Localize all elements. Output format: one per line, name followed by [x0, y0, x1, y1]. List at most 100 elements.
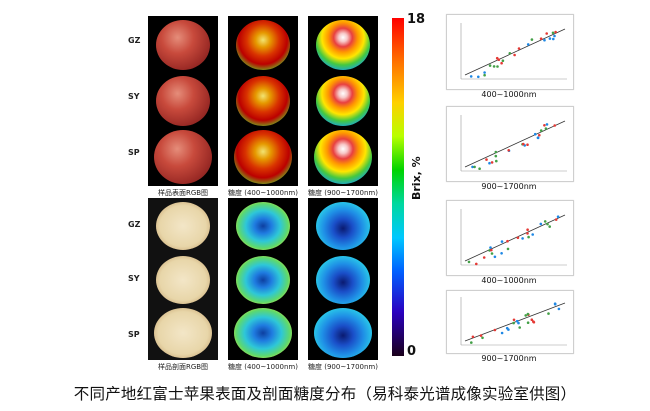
- scatter-point: [548, 225, 551, 228]
- scatter-point: [512, 321, 515, 325]
- scatter-point: [557, 307, 561, 311]
- scatter-point: [530, 38, 534, 41]
- scatter-point: [473, 165, 476, 169]
- rgb-surface-panel: [148, 16, 218, 186]
- scatter-point: [515, 319, 519, 323]
- row-label-gz-top: GZ: [128, 36, 141, 45]
- scatter-point: [551, 31, 555, 35]
- colorbar-max-label: 18: [407, 12, 426, 27]
- scatter-point: [526, 228, 529, 231]
- hsi-surface-900-panel: [308, 16, 378, 186]
- hsi-surface-900-sy: [316, 76, 370, 126]
- caption-rgb-section: 样品剖面RGB图: [157, 363, 209, 371]
- scatter-point: [492, 65, 496, 68]
- row-label-gz-bottom: GZ: [128, 220, 141, 229]
- scatter-point: [471, 335, 475, 339]
- scatter-point: [488, 161, 491, 165]
- apple-surface-sp: [154, 130, 212, 184]
- scatter-point: [477, 75, 480, 79]
- caption-surface-900: 糖度 (900~1700nm): [308, 189, 378, 197]
- scatter-point: [522, 142, 525, 146]
- caption-surface-400: 糖度 (400~1000nm): [228, 189, 298, 197]
- row-label-sy-bottom: SY: [128, 274, 140, 283]
- scatter-point: [526, 232, 529, 235]
- scatter-point: [556, 215, 560, 218]
- scatter-point: [554, 30, 557, 34]
- scatter-point: [543, 220, 547, 223]
- chart-caption-2: 900~1700nm: [481, 182, 537, 191]
- scatter-point: [545, 123, 549, 126]
- scatter-chart-1-svg: [460, 23, 567, 80]
- scatter-chart-4: [446, 290, 574, 354]
- hsi-section-900-gz: [316, 202, 370, 250]
- scatter-point: [539, 222, 543, 226]
- scatter-point: [467, 260, 471, 264]
- hsi-section-900-sy: [316, 256, 370, 304]
- hsi-section-900-sp: [314, 308, 372, 358]
- hsi-section-400-panel: [228, 198, 298, 360]
- colorbar: [392, 18, 404, 356]
- scatter-point: [524, 314, 527, 317]
- figure-caption: 不同产地红富士苹果表面及剖面糖度分布（易科泰光谱成像实验室供图）: [73, 385, 577, 403]
- scatter-point: [508, 52, 512, 55]
- scatter-point: [479, 334, 483, 337]
- scatter-point: [517, 47, 521, 50]
- scatter-chart-3-svg: [460, 209, 567, 266]
- hsi-surface-900-gz: [316, 20, 370, 70]
- hsi-section-900-panel: [308, 198, 378, 360]
- scatter-point: [494, 150, 498, 154]
- scatter-point: [531, 233, 534, 236]
- scatter-point: [546, 222, 549, 226]
- scatter-point: [500, 61, 503, 65]
- scatter-chart-4-svg: [460, 297, 567, 346]
- scatter-point: [500, 240, 504, 243]
- scatter-point: [553, 302, 557, 306]
- scatter-point: [506, 247, 510, 251]
- scatter-point: [500, 252, 503, 255]
- scatter-point: [475, 262, 478, 266]
- scatter-point: [532, 320, 535, 323]
- scatter-point: [526, 321, 530, 324]
- scatter-point: [505, 326, 509, 330]
- hsi-section-400-sp: [234, 308, 292, 358]
- colorbar-min-label: 0: [407, 344, 417, 359]
- scatter-chart-2-svg: [460, 115, 567, 172]
- caption-rgb-surface: 样品表面RGB图: [157, 189, 209, 197]
- scatter-chart-2: [446, 106, 574, 182]
- apple-section-sy: [156, 256, 210, 304]
- scatter-point: [538, 133, 541, 137]
- scatter-point: [544, 127, 548, 130]
- apple-section-gz: [156, 202, 210, 250]
- row-label-sp-top: SP: [128, 148, 140, 157]
- hsi-surface-400-panel: [228, 16, 298, 186]
- chart-caption-4: 900~1700nm: [481, 354, 537, 363]
- scatter-point: [501, 59, 505, 62]
- scatter-point: [554, 218, 558, 221]
- scatter-point: [488, 64, 492, 67]
- scatter-point: [521, 237, 524, 240]
- scatter-point: [527, 235, 530, 239]
- scatter-point: [490, 252, 494, 255]
- row-label-sy-top: SY: [128, 92, 140, 101]
- scatter-point: [530, 318, 534, 321]
- scatter-point: [539, 129, 543, 132]
- hsi-surface-400-sy: [236, 76, 290, 126]
- colorbar-title: Brix, %: [410, 156, 423, 200]
- scatter-point: [470, 341, 473, 344]
- scatter-point: [481, 336, 484, 340]
- scatter-point: [553, 124, 556, 127]
- apple-section-sp: [154, 308, 212, 358]
- scatter-point: [548, 37, 552, 40]
- scatter-point: [543, 38, 546, 42]
- scatter-point: [483, 71, 486, 74]
- scatter-point: [543, 124, 546, 127]
- scatter-point: [489, 246, 492, 249]
- scatter-point: [552, 37, 555, 41]
- scatter-point: [471, 165, 474, 169]
- scatter-point: [493, 328, 497, 332]
- apple-surface-sy: [156, 76, 210, 126]
- scatter-point: [500, 331, 504, 335]
- scatter-point: [539, 37, 543, 40]
- scatter-point: [506, 239, 509, 243]
- scatter-point: [485, 158, 488, 161]
